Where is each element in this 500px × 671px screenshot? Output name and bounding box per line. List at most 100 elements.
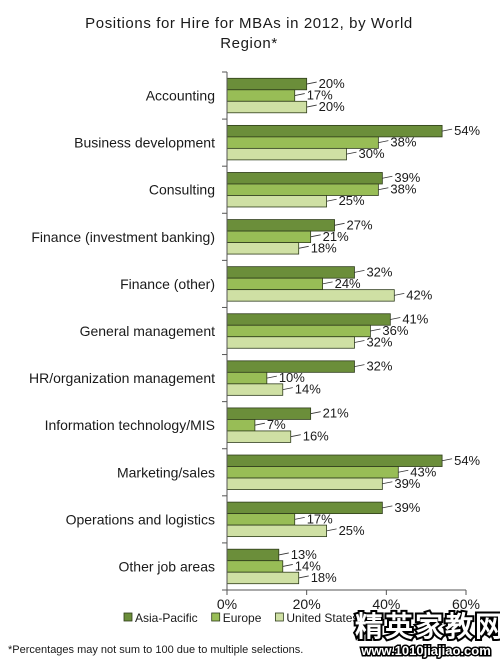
bar (226, 230, 312, 243)
data-label: 27% (347, 217, 373, 232)
bar (226, 571, 300, 585)
bar (226, 383, 284, 396)
bar (226, 195, 327, 208)
data-label: 24% (335, 276, 361, 291)
data-label-leader (282, 564, 293, 567)
footnote-group: *Percentages may not sum to 100 due to m… (8, 644, 303, 656)
data-label: 21% (323, 406, 349, 421)
legend-label: Europe (223, 611, 262, 625)
category-group: Marketing/sales 54% 43%39% (117, 453, 481, 491)
category-group: Business development 54% 38% 30% (74, 123, 480, 161)
legend-label: United States (286, 611, 358, 625)
data-label: 20% (319, 99, 345, 114)
data-label: 25% (339, 193, 365, 208)
data-label: 16% (303, 429, 329, 444)
bar (226, 147, 347, 161)
data-label: 38% (390, 182, 416, 197)
data-label: 39% (394, 500, 420, 515)
data-label-leader (326, 198, 337, 202)
legend-item: Asia-Pacific (123, 611, 198, 625)
data-label-leader (382, 481, 393, 485)
bar (226, 419, 256, 432)
data-label-leader (370, 328, 381, 332)
data-label-leader (290, 434, 301, 438)
bar (226, 324, 371, 338)
data-label-leader (306, 104, 317, 108)
bar (226, 89, 296, 102)
data-label: 14% (295, 558, 321, 573)
data-label-leader (322, 281, 333, 285)
data-label: 25% (339, 523, 365, 538)
category-label: General management (80, 323, 216, 339)
chart-title-group: Positions for Hire for MBAs in 2012, by … (85, 15, 412, 52)
legend-label: Asia-Pacific (135, 611, 198, 625)
data-label: 36% (382, 323, 408, 338)
data-label: 18% (311, 570, 337, 585)
data-label-leader (282, 387, 293, 390)
bar (226, 100, 308, 114)
data-label-leader (266, 375, 277, 379)
category-group: Accounting 20%17%20% (146, 76, 345, 114)
data-label: 17% (307, 511, 333, 526)
data-label: 32% (366, 359, 392, 374)
bar (226, 524, 327, 538)
data-label: 54% (454, 453, 480, 468)
bar (226, 242, 300, 255)
data-label-leader (326, 528, 337, 532)
data-label-leader (378, 140, 389, 144)
footnote: *Percentages may not sum to 100 due to m… (8, 644, 303, 656)
category-label: Marketing/sales (117, 464, 215, 480)
data-label-leader (298, 575, 309, 579)
watermark-url-text: www.1010jiajiao.com (360, 643, 491, 658)
data-label-leader (382, 175, 393, 179)
data-label-leader (442, 458, 453, 462)
bar (226, 219, 335, 232)
data-label-leader (298, 245, 309, 249)
data-label-leader (346, 151, 357, 155)
bar (226, 277, 323, 291)
x-tick-label: 20% (293, 596, 321, 612)
bar (226, 548, 280, 562)
data-label-leader (382, 505, 393, 509)
data-label: 54% (454, 123, 480, 138)
category-label: Finance (other) (120, 276, 215, 292)
category-label: Accounting (146, 88, 215, 104)
data-label: 30% (359, 146, 385, 161)
legend-item: Europe (211, 611, 262, 625)
data-label-leader (394, 293, 405, 296)
bar (226, 513, 296, 526)
category-label: Information technology/MIS (45, 417, 215, 433)
data-label-leader (378, 187, 389, 191)
category-label: Finance (investment banking) (31, 229, 215, 245)
data-label: 43% (410, 464, 436, 479)
legend-item: United States (274, 611, 358, 625)
category-label: Operations and logistics (66, 511, 215, 527)
bar (226, 430, 292, 443)
data-label-leader (390, 317, 401, 320)
bar (226, 336, 355, 349)
data-label-leader (294, 93, 305, 96)
bar (226, 136, 379, 149)
bar (226, 172, 383, 185)
legend-swatch (211, 612, 221, 622)
data-label-leader (354, 270, 365, 273)
data-label: 18% (311, 240, 337, 255)
data-label: 21% (323, 229, 349, 244)
category-group: Finance (other) 32% 24% 42% (120, 264, 433, 302)
data-label-leader (310, 411, 321, 415)
data-label: 32% (366, 264, 392, 279)
category-group: General management 41%36%32% (80, 312, 429, 350)
data-label-leader (354, 340, 365, 343)
data-label: 10% (279, 370, 305, 385)
category-group: Consulting 39%38% 25% (149, 170, 421, 208)
category-group: Operations and logistics 39% 17% 25% (66, 500, 421, 538)
x-tick-label: 40% (372, 596, 400, 612)
watermark-logo-text: 精英家教网 (355, 610, 500, 642)
chart-title-line-2: Region* (220, 35, 278, 52)
data-label-leader (310, 234, 321, 238)
data-label-leader (442, 128, 453, 132)
data-label: 7% (267, 417, 286, 432)
